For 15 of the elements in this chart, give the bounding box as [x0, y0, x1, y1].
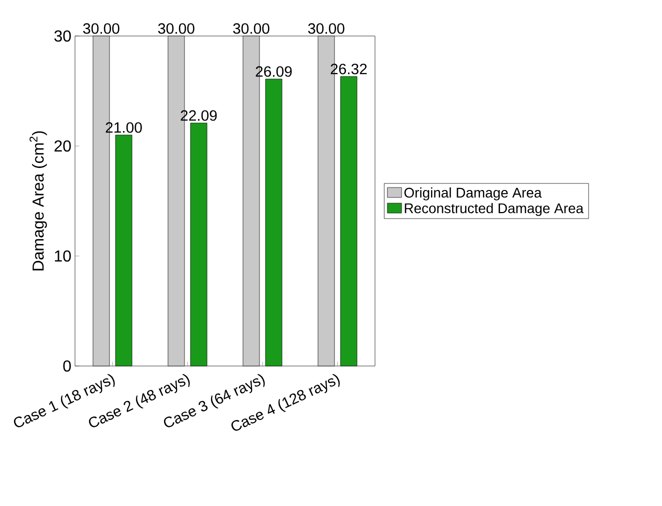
data-label: 30.00: [83, 23, 120, 34]
data-label: 26.09: [256, 66, 292, 77]
y-tick-label: 0: [63, 360, 71, 372]
data-label: 30.00: [158, 23, 194, 34]
data-label: 30.00: [308, 23, 344, 34]
y-tick-label: 20: [54, 140, 71, 152]
y-tick-label: 10: [54, 250, 71, 262]
data-label: 21.00: [106, 122, 142, 133]
data-label: 22.09: [180, 110, 217, 121]
legend-label: Reconstructed Damage Area: [404, 202, 584, 216]
legend-label: Original Damage Area: [404, 187, 542, 200]
data-label: 30.00: [233, 23, 270, 34]
y-axis-title: Damage Area (cm$^{2}$): [30, 131, 47, 270]
data-label: 26.32: [330, 64, 367, 74]
y-tick-label: 30: [54, 30, 71, 42]
